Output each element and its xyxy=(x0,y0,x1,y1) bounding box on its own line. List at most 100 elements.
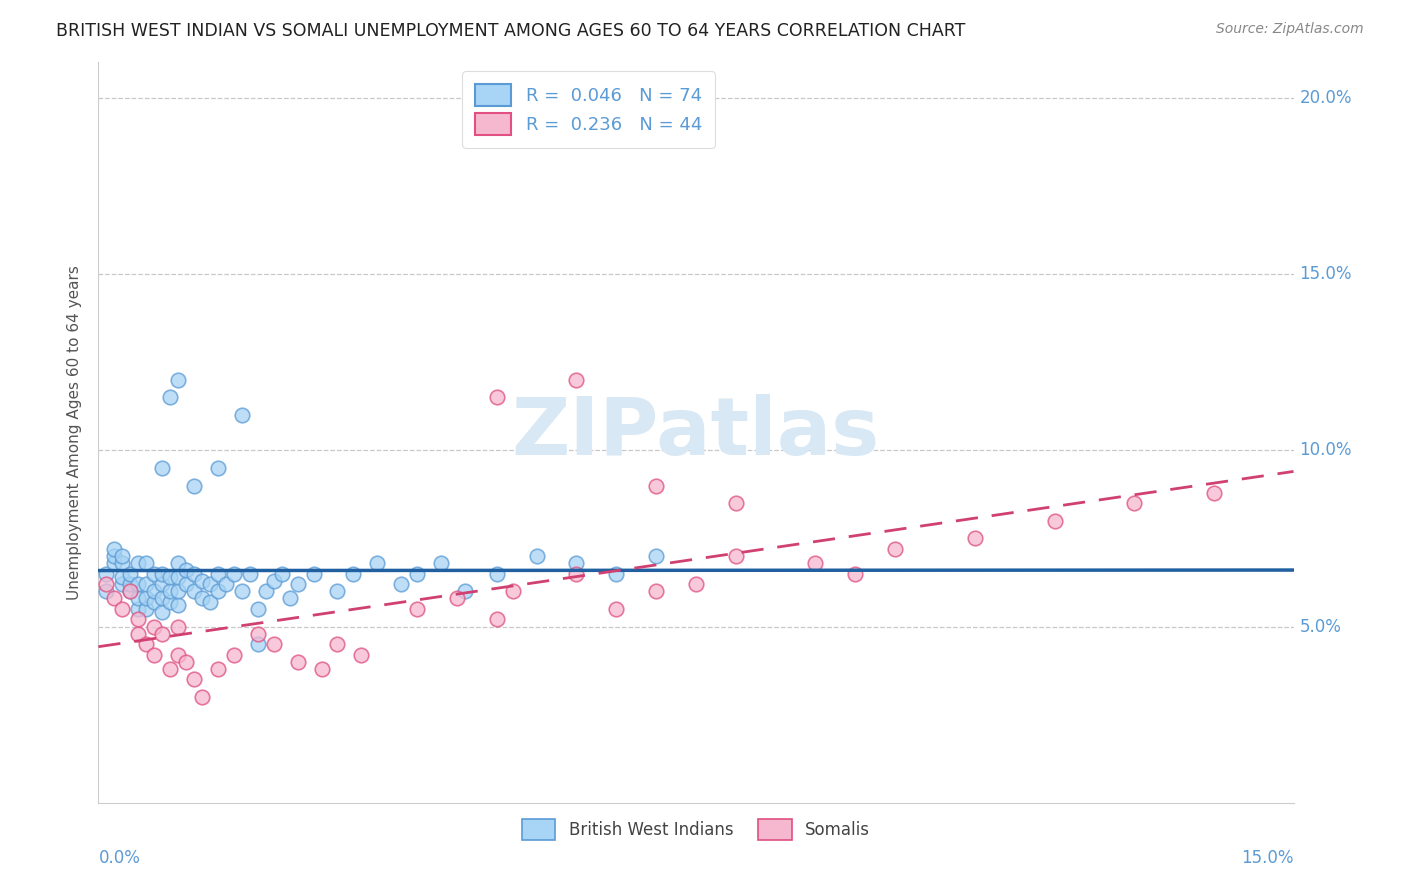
Point xyxy=(207,662,229,676)
Point xyxy=(167,648,190,662)
Point xyxy=(111,570,134,584)
Point xyxy=(127,612,149,626)
Point xyxy=(159,584,181,599)
Point xyxy=(278,591,301,606)
Point xyxy=(150,591,173,606)
Point xyxy=(884,541,907,556)
Point xyxy=(207,461,229,475)
Point xyxy=(159,662,181,676)
Point xyxy=(406,566,429,581)
Point xyxy=(198,577,221,591)
Text: 5.0%: 5.0% xyxy=(1299,617,1341,635)
Point xyxy=(183,478,205,492)
Point xyxy=(120,584,142,599)
Point xyxy=(96,566,118,581)
Point xyxy=(724,549,747,563)
Point xyxy=(565,373,588,387)
Point xyxy=(263,574,285,588)
Point xyxy=(167,556,190,570)
Point xyxy=(263,637,285,651)
Text: 15.0%: 15.0% xyxy=(1241,848,1294,867)
Point xyxy=(143,648,166,662)
Point xyxy=(231,408,253,422)
Point xyxy=(645,478,668,492)
Point xyxy=(159,595,181,609)
Point xyxy=(167,619,190,633)
Point xyxy=(191,574,214,588)
Point xyxy=(350,648,373,662)
Text: BRITISH WEST INDIAN VS SOMALI UNEMPLOYMENT AMONG AGES 60 TO 64 YEARS CORRELATION: BRITISH WEST INDIAN VS SOMALI UNEMPLOYME… xyxy=(56,22,966,40)
Point xyxy=(111,602,134,616)
Point xyxy=(645,584,668,599)
Point xyxy=(198,595,221,609)
Point xyxy=(150,566,173,581)
Point xyxy=(430,556,453,570)
Point xyxy=(103,549,125,563)
Point xyxy=(302,566,325,581)
Point xyxy=(207,566,229,581)
Text: 0.0%: 0.0% xyxy=(98,848,141,867)
Point xyxy=(120,566,142,581)
Point xyxy=(311,662,333,676)
Point xyxy=(1043,514,1066,528)
Point xyxy=(246,626,269,640)
Point xyxy=(96,577,118,591)
Point xyxy=(127,626,149,640)
Point xyxy=(167,599,190,613)
Point xyxy=(485,612,508,626)
Text: 20.0%: 20.0% xyxy=(1299,88,1353,107)
Point xyxy=(167,570,190,584)
Point xyxy=(565,566,588,581)
Text: 10.0%: 10.0% xyxy=(1299,442,1353,459)
Point xyxy=(127,591,149,606)
Point xyxy=(565,556,588,570)
Point xyxy=(150,461,173,475)
Point xyxy=(143,619,166,633)
Point xyxy=(174,563,197,577)
Point xyxy=(1123,496,1146,510)
Point xyxy=(127,577,149,591)
Point xyxy=(103,591,125,606)
Point xyxy=(246,602,269,616)
Point xyxy=(127,602,149,616)
Point xyxy=(120,584,142,599)
Point xyxy=(502,584,524,599)
Point xyxy=(111,577,134,591)
Point xyxy=(605,602,627,616)
Point xyxy=(222,566,245,581)
Point xyxy=(191,591,214,606)
Point xyxy=(724,496,747,510)
Point xyxy=(231,584,253,599)
Point xyxy=(127,556,149,570)
Point xyxy=(645,549,668,563)
Point xyxy=(605,566,627,581)
Point xyxy=(804,556,827,570)
Point xyxy=(167,584,190,599)
Point xyxy=(174,577,197,591)
Point xyxy=(150,626,173,640)
Point xyxy=(406,602,429,616)
Point xyxy=(326,637,349,651)
Point xyxy=(143,584,166,599)
Point xyxy=(183,584,205,599)
Point xyxy=(135,556,157,570)
Point xyxy=(183,673,205,687)
Point xyxy=(222,648,245,662)
Text: Source: ZipAtlas.com: Source: ZipAtlas.com xyxy=(1216,22,1364,37)
Point xyxy=(215,577,238,591)
Point xyxy=(150,606,173,620)
Point xyxy=(1202,485,1225,500)
Point xyxy=(135,637,157,651)
Legend: British West Indians, Somalis: British West Indians, Somalis xyxy=(516,813,876,847)
Point xyxy=(159,570,181,584)
Point xyxy=(446,591,468,606)
Point xyxy=(207,584,229,599)
Text: 15.0%: 15.0% xyxy=(1299,265,1353,283)
Point xyxy=(111,549,134,563)
Y-axis label: Unemployment Among Ages 60 to 64 years: Unemployment Among Ages 60 to 64 years xyxy=(67,265,83,600)
Point xyxy=(485,390,508,404)
Point xyxy=(685,577,707,591)
Point xyxy=(96,584,118,599)
Point xyxy=(485,566,508,581)
Point xyxy=(389,577,412,591)
